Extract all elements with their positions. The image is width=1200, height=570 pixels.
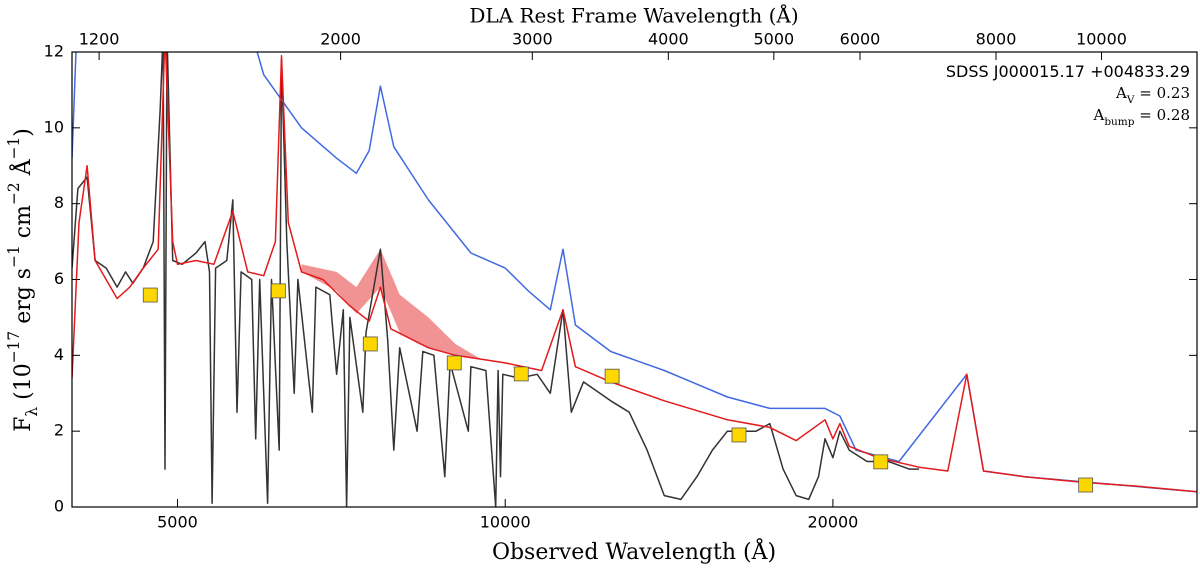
text-segment: A (1115, 84, 1127, 102)
text-segment: erg s (11, 268, 36, 331)
top-tick-label: 4000 (648, 30, 689, 49)
y-tick-label: 2 (54, 421, 64, 440)
annotation: SDSS J000015.17 +004833.29 (946, 62, 1190, 81)
annotation: Abump = 0.28 (1092, 106, 1190, 128)
text-segment: = 0.23 (1134, 84, 1190, 102)
uncertainty-band (301, 249, 481, 360)
photometry-point (731, 427, 747, 443)
photometry-point (513, 366, 529, 382)
photometry-point (446, 355, 462, 371)
top-tick-label: 3000 (512, 30, 553, 49)
text-segment: −2 (5, 182, 23, 205)
text-segment: V (1126, 94, 1135, 106)
text-segment: (10 (11, 363, 36, 407)
top-tick-label: 5000 (753, 30, 794, 49)
y-tick-label: 6 (54, 269, 64, 288)
text-segment: Å (8, 158, 36, 182)
spectrum-line (72, 52, 920, 507)
text-segment: SDSS J000015.17 +004833.29 (946, 62, 1190, 81)
text-segment: A (1092, 106, 1104, 124)
text-segment: ) (11, 128, 36, 137)
photometry-point (604, 368, 620, 384)
photometry-point (270, 283, 286, 299)
x-tick-label: 5000 (157, 513, 198, 532)
photometry-point (362, 336, 378, 352)
plot-area (72, 52, 1197, 507)
y-tick-label: 4 (54, 345, 64, 364)
top-tick-label: 8000 (976, 30, 1017, 49)
x-axis-label: Observed Wavelength (Å) (492, 537, 776, 565)
photometry-point (1078, 477, 1094, 493)
top-tick-label: 1200 (79, 30, 120, 49)
y-tick-label: 0 (54, 497, 64, 516)
text-segment: cm (11, 205, 36, 245)
photometry-point (142, 287, 158, 303)
top-tick-label: 6000 (840, 30, 881, 49)
photometry-point (873, 454, 889, 470)
x-tick-label: 10000 (480, 513, 531, 532)
text-segment: λ (23, 407, 41, 417)
x-tick-label: 20000 (807, 513, 858, 532)
text-segment: F (11, 417, 36, 432)
text-segment: bump (1104, 116, 1134, 128)
top-tick-label: 2000 (320, 30, 361, 49)
annotation: AV = 0.23 (1115, 84, 1190, 106)
y-tick-label: 8 (54, 193, 64, 212)
top-axis-label: DLA Rest Frame Wavelength (Å) (469, 3, 798, 28)
text-segment: −1 (5, 137, 23, 160)
y-tick-label: 12 (44, 42, 64, 61)
y-axis-label: Fλ (10−17 erg s−1 cm−2 Å−1) (5, 128, 41, 432)
text-segment: −1 (5, 245, 23, 268)
text-segment: = 0.28 (1134, 106, 1190, 124)
top-tick-label: 10000 (1076, 30, 1127, 49)
y-tick-label: 10 (44, 117, 64, 136)
text-segment: −17 (5, 331, 23, 363)
